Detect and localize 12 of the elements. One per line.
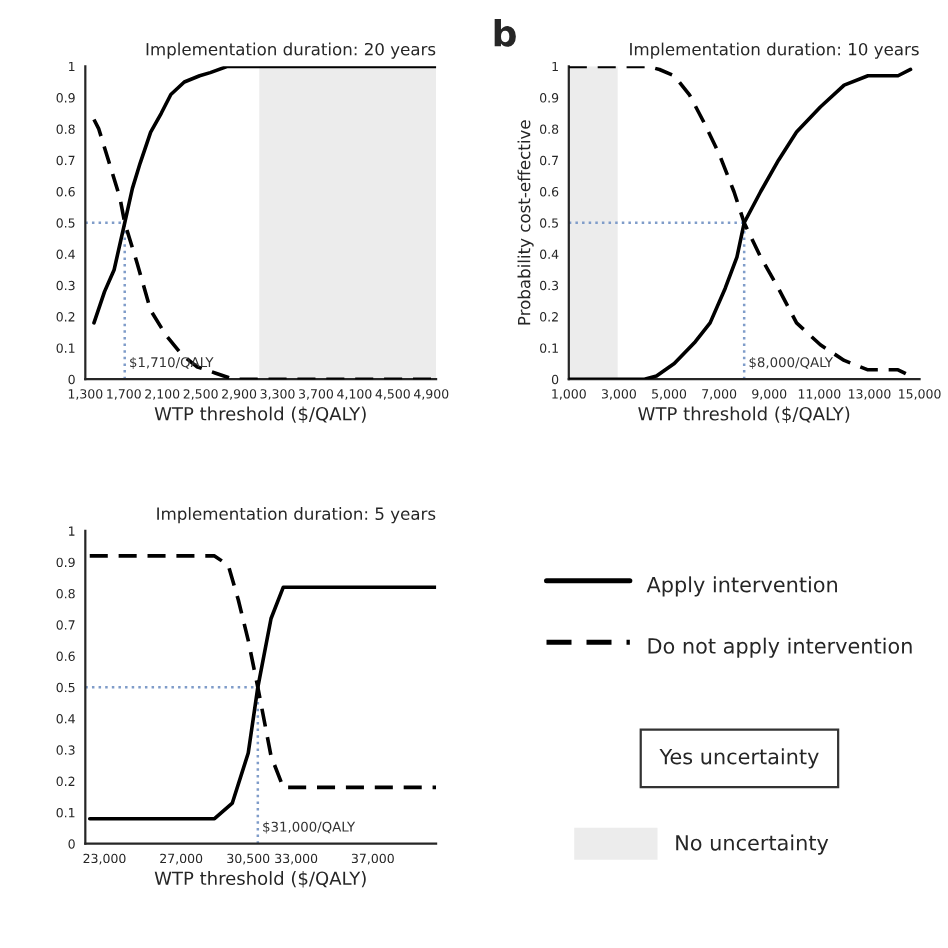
- legend-label: Apply intervention: [646, 576, 837, 597]
- y-axis-title: Probability cost-effective: [517, 120, 534, 325]
- x-axis-title: WTP threshold ($/QALY): [638, 406, 850, 423]
- x-axis-title: WTP threshold ($/QALY): [154, 871, 366, 888]
- x-axis-title: WTP threshold ($/QALY): [154, 406, 366, 423]
- text: Yes uncertainty: [659, 748, 819, 769]
- text: b: [494, 18, 516, 47]
- legend-label: Do not apply intervention: [648, 637, 912, 658]
- chart-title: Implementation duration: 10 years: [630, 42, 919, 59]
- chart-title: Implementation duration: 5 years: [157, 507, 436, 524]
- chart-title: Implementation duration: 20 years: [146, 42, 436, 59]
- legend-label: No uncertainty: [676, 834, 829, 855]
